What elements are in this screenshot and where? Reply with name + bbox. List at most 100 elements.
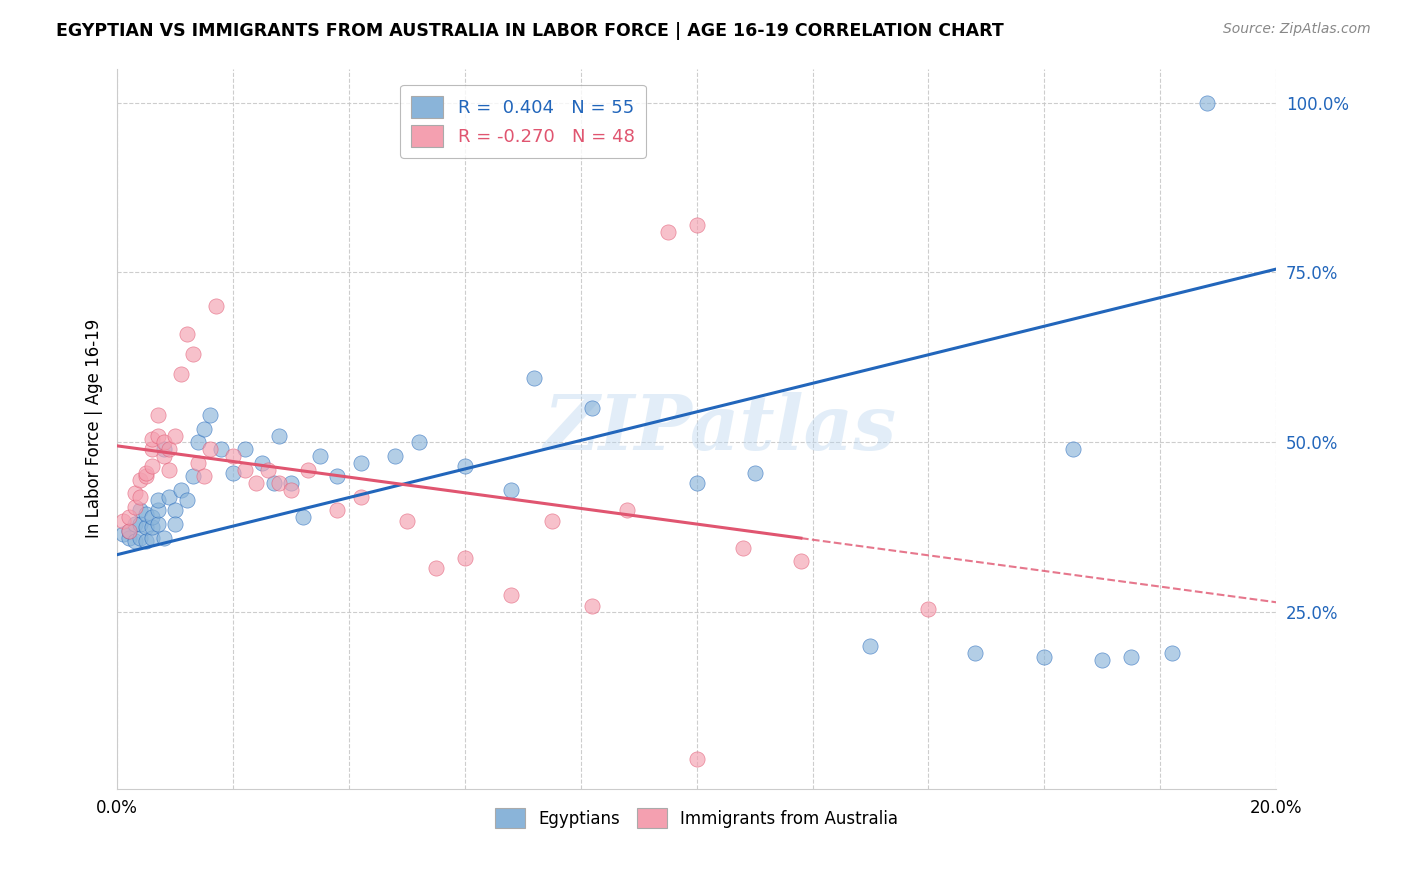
Point bbox=[454, 459, 477, 474]
Point bbox=[146, 517, 169, 532]
Point bbox=[581, 401, 603, 416]
Point bbox=[193, 469, 215, 483]
Point bbox=[152, 435, 174, 450]
Point bbox=[146, 503, 169, 517]
Point bbox=[501, 589, 523, 603]
Point bbox=[135, 466, 157, 480]
Point bbox=[581, 599, 603, 613]
Point bbox=[146, 428, 169, 442]
Point bbox=[685, 476, 707, 491]
Point bbox=[129, 503, 152, 517]
Point bbox=[129, 517, 152, 532]
Point bbox=[176, 326, 198, 341]
Point bbox=[141, 432, 163, 446]
Point bbox=[425, 561, 447, 575]
Point bbox=[1121, 649, 1143, 664]
Point bbox=[731, 541, 754, 555]
Point bbox=[222, 466, 245, 480]
Point bbox=[111, 527, 134, 541]
Point bbox=[291, 510, 314, 524]
Text: ZIPatlas: ZIPatlas bbox=[543, 392, 897, 466]
Point bbox=[309, 449, 332, 463]
Point bbox=[1033, 649, 1056, 664]
Point bbox=[129, 490, 152, 504]
Point bbox=[917, 602, 939, 616]
Point bbox=[157, 463, 180, 477]
Point bbox=[349, 456, 371, 470]
Point bbox=[129, 531, 152, 545]
Point bbox=[685, 751, 707, 765]
Point bbox=[384, 449, 406, 463]
Point bbox=[176, 493, 198, 508]
Point bbox=[222, 449, 245, 463]
Point bbox=[501, 483, 523, 497]
Point bbox=[157, 490, 180, 504]
Point bbox=[963, 646, 986, 660]
Point bbox=[744, 466, 766, 480]
Point bbox=[1160, 646, 1182, 660]
Point bbox=[135, 520, 157, 534]
Point bbox=[280, 476, 302, 491]
Point bbox=[233, 442, 256, 457]
Point bbox=[146, 409, 169, 423]
Point bbox=[540, 514, 562, 528]
Point bbox=[165, 428, 187, 442]
Point bbox=[165, 503, 187, 517]
Point bbox=[146, 493, 169, 508]
Point bbox=[657, 225, 679, 239]
Point bbox=[111, 514, 134, 528]
Point bbox=[170, 368, 193, 382]
Point bbox=[297, 463, 319, 477]
Point bbox=[326, 469, 349, 483]
Point bbox=[118, 531, 141, 545]
Text: Source: ZipAtlas.com: Source: ZipAtlas.com bbox=[1223, 22, 1371, 37]
Legend: Egyptians, Immigrants from Australia: Egyptians, Immigrants from Australia bbox=[488, 801, 905, 835]
Point bbox=[124, 517, 146, 532]
Point bbox=[124, 500, 146, 514]
Point bbox=[616, 503, 638, 517]
Point bbox=[124, 534, 146, 549]
Point bbox=[170, 483, 193, 497]
Point bbox=[157, 442, 180, 457]
Point bbox=[1091, 653, 1114, 667]
Point bbox=[280, 483, 302, 497]
Point bbox=[198, 442, 221, 457]
Point bbox=[257, 463, 280, 477]
Point bbox=[141, 520, 163, 534]
Point bbox=[135, 534, 157, 549]
Point bbox=[1195, 95, 1218, 110]
Point bbox=[408, 435, 430, 450]
Point bbox=[141, 459, 163, 474]
Y-axis label: In Labor Force | Age 16-19: In Labor Force | Age 16-19 bbox=[86, 319, 103, 539]
Point bbox=[269, 428, 291, 442]
Point bbox=[269, 476, 291, 491]
Point bbox=[124, 486, 146, 500]
Text: EGYPTIAN VS IMMIGRANTS FROM AUSTRALIA IN LABOR FORCE | AGE 16-19 CORRELATION CHA: EGYPTIAN VS IMMIGRANTS FROM AUSTRALIA IN… bbox=[56, 22, 1004, 40]
Point bbox=[187, 435, 209, 450]
Point bbox=[118, 524, 141, 538]
Point bbox=[141, 442, 163, 457]
Point bbox=[165, 517, 187, 532]
Point bbox=[395, 514, 418, 528]
Point bbox=[152, 442, 174, 457]
Point bbox=[1062, 442, 1084, 457]
Point bbox=[129, 473, 152, 487]
Point bbox=[187, 456, 209, 470]
Point bbox=[152, 531, 174, 545]
Point bbox=[245, 476, 267, 491]
Point bbox=[859, 640, 882, 654]
Point bbox=[523, 371, 546, 385]
Point bbox=[204, 300, 226, 314]
Point bbox=[181, 347, 204, 361]
Point bbox=[250, 456, 273, 470]
Point bbox=[135, 469, 157, 483]
Point bbox=[233, 463, 256, 477]
Point bbox=[193, 422, 215, 436]
Point bbox=[141, 510, 163, 524]
Point bbox=[118, 524, 141, 538]
Point bbox=[790, 554, 813, 568]
Point bbox=[152, 449, 174, 463]
Point bbox=[118, 510, 141, 524]
Point bbox=[211, 442, 233, 457]
Point bbox=[326, 503, 349, 517]
